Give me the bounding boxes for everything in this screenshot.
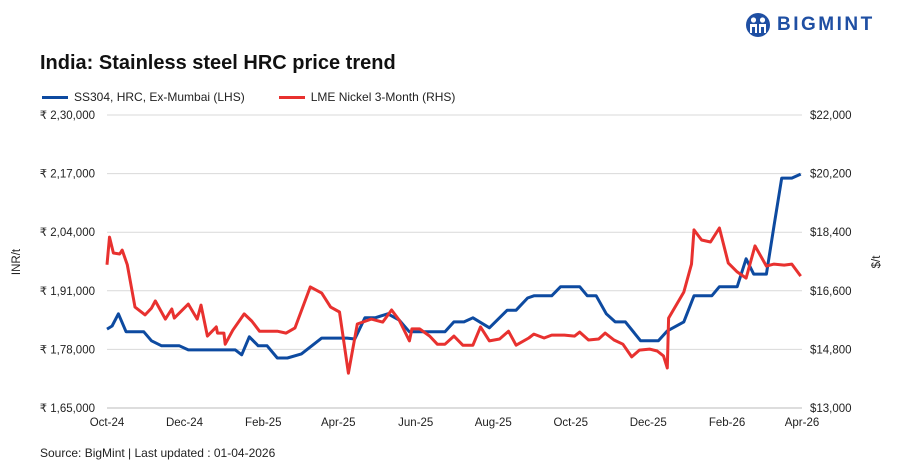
y-right-tick-label: $13,000 bbox=[810, 403, 852, 415]
x-tick-label: Oct-25 bbox=[553, 417, 588, 429]
y-right-tick-label: $18,400 bbox=[810, 227, 852, 239]
y-left-tick-label: ₹ 1,65,000 bbox=[40, 403, 95, 415]
y-right-axis-title: $/t bbox=[871, 255, 883, 269]
bigmint-logo-text: BIGMINT bbox=[777, 14, 875, 35]
x-tick-label: Dec-24 bbox=[166, 417, 204, 429]
legend-item-nickel: LME Nickel 3-Month (RHS) bbox=[278, 90, 456, 104]
x-tick-label: Aug-25 bbox=[475, 417, 512, 429]
bigmint-logo-icon bbox=[746, 13, 770, 37]
y-right-tick-label: $20,200 bbox=[810, 169, 852, 181]
legend: SS304, HRC, Ex-Mumbai (LHS) LME Nickel 3… bbox=[42, 90, 455, 104]
x-tick-label: Dec-25 bbox=[630, 417, 667, 429]
y-left-tick-label: ₹ 1,78,000 bbox=[40, 344, 95, 356]
x-tick-label: Apr-25 bbox=[321, 417, 356, 429]
y-left-tick-label: ₹ 2,04,000 bbox=[40, 227, 95, 239]
y-left-axis-title: INR/t bbox=[11, 248, 23, 275]
ss304-series-line bbox=[106, 172, 802, 360]
legend-swatch-nickel bbox=[278, 95, 305, 99]
x-tick-label: Feb-26 bbox=[709, 417, 745, 429]
lme-nickel-series-line bbox=[105, 226, 802, 375]
x-tick-label: Oct-24 bbox=[90, 417, 125, 429]
legend-label-nickel: LME Nickel 3-Month (RHS) bbox=[310, 90, 456, 104]
x-tick-label: Apr-26 bbox=[785, 417, 820, 429]
legend-item-ss304: SS304, HRC, Ex-Mumbai (LHS) bbox=[42, 90, 245, 104]
y-left-tick-label: ₹ 1,91,000 bbox=[40, 286, 95, 298]
chart-title: India: Stainless steel HRC price trend bbox=[40, 52, 396, 74]
x-tick-label: Feb-25 bbox=[245, 417, 281, 429]
x-tick-label: Jun-25 bbox=[398, 417, 433, 429]
y-right-tick-label: $16,600 bbox=[810, 286, 852, 298]
y-right-tick-label: $22,000 bbox=[810, 110, 852, 122]
y-left-tick-label: ₹ 2,17,000 bbox=[40, 169, 95, 181]
y-left-tick-label: ₹ 2,30,000 bbox=[40, 110, 95, 122]
legend-label-ss304: SS304, HRC, Ex-Mumbai (LHS) bbox=[74, 90, 245, 104]
y-right-tick-label: $14,800 bbox=[810, 344, 852, 356]
bigmint-logo: BIGMINT bbox=[745, 12, 875, 38]
source-note: Source: BigMint | Last updated : 01-04-2… bbox=[40, 446, 276, 460]
legend-swatch-ss304 bbox=[42, 95, 68, 99]
